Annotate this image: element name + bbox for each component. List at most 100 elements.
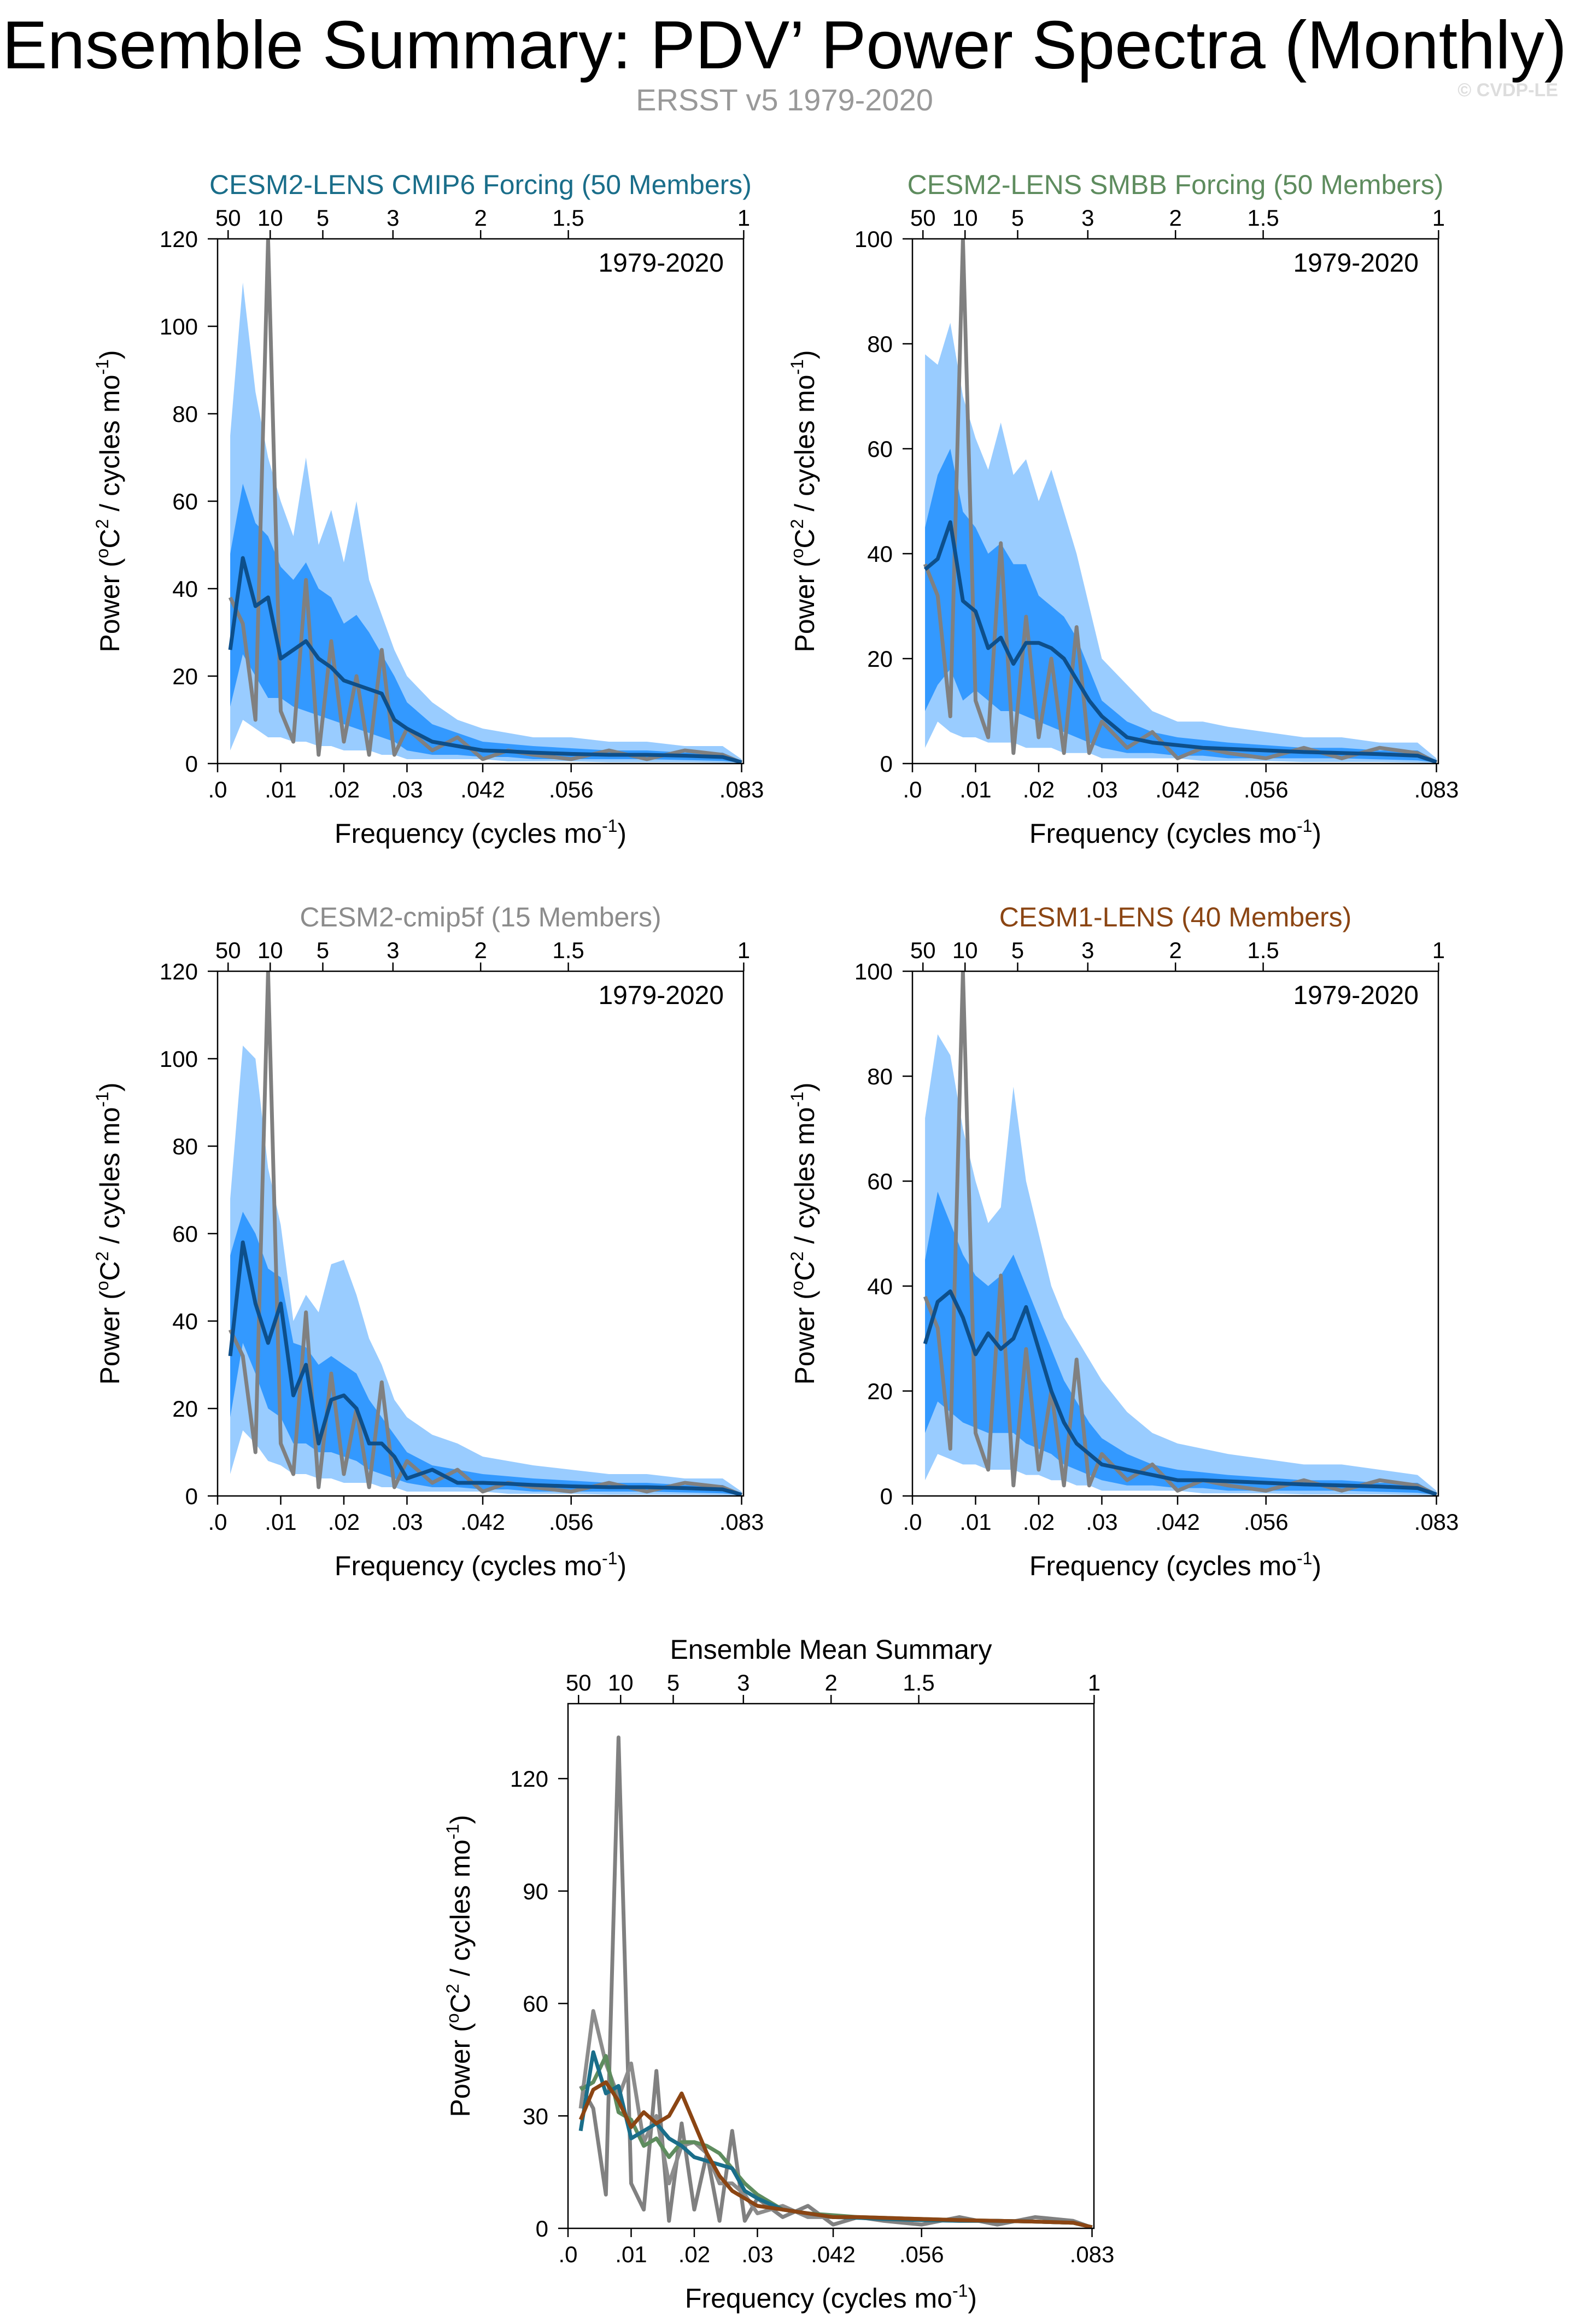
y-tick-label: 60 [867,1169,893,1194]
x-tick-label: .0 [208,1509,227,1535]
y-tick-label: 60 [172,1221,198,1247]
y-axis-label-part: o [443,2013,462,2023]
chart-title: CESM2-LENS SMBB Forcing (50 Members) [908,169,1444,200]
y-tick-label: 120 [510,1766,548,1792]
y-axis-label-part: ) [95,350,125,359]
y-tick-label: 0 [536,2216,548,2241]
x-tick-label: .01 [615,2241,647,2267]
x-tick-label: .02 [1023,1509,1055,1535]
y-tick-label: 100 [854,226,893,252]
y-tick-label: 40 [172,1308,198,1334]
x-axis-label: Frequency (cycles mo-1) [1029,1548,1321,1581]
x-tick-label: .0 [903,1509,922,1535]
top-period-label: 10 [608,1670,634,1695]
period-label: 1979-2020 [1293,249,1419,278]
y-axis-label-part: ) [95,1082,125,1091]
x-axis-label-end: ) [968,2283,977,2314]
y-tick-label: 60 [523,1991,548,2017]
chart-panel-3: 0 20 40 60 80 100 120 .0 .01 .02 .03 .042 .056 .083 50… [92,902,764,1581]
top-period-label: 10 [952,937,978,963]
x-tick-label: .083 [719,1509,764,1535]
top-period-label: 3 [1081,937,1094,963]
top-period-label: 10 [952,205,978,231]
x-tick-label: .083 [1070,2241,1115,2267]
y-tick-label: 0 [880,751,893,777]
plot-frame [567,1703,1095,2229]
top-period-label: 10 [257,205,283,231]
x-tick-label: .042 [460,777,505,802]
y-axis-label-part: o [787,1281,807,1290]
y-axis-label-part: Power ( [95,1290,125,1385]
x-tick-label: .042 [1155,1509,1200,1535]
top-period-label: 50 [910,937,936,963]
top-period-label: 1.5 [1247,205,1279,231]
y-axis-label: Power (oC2 / cycles mo-1) [92,350,125,652]
x-tick-label: .01 [959,777,991,802]
x-axis-label-end: ) [617,1551,627,1581]
y-tick-label: 40 [867,1273,893,1299]
y-axis-label-part: 2 [92,1252,112,1261]
top-period-label: 5 [1011,937,1024,963]
top-period-label: 5 [317,937,329,963]
x-tick-label: .056 [1244,777,1289,802]
top-period-label: 5 [1011,205,1024,231]
top-period-label: 2 [475,937,487,963]
x-axis-label-text: Frequency (cycles mo [685,2283,952,2314]
y-axis-label: Power (oC2 / cycles mo-1) [92,1082,125,1384]
top-period-label: 3 [737,1670,750,1695]
y-tick-label: 20 [172,664,198,689]
ensemble-mean-line [228,556,742,764]
top-period-label: 1.5 [1247,937,1279,963]
copyright-mark: © CVDP-LE [1457,80,1558,101]
top-period-label: 1 [1432,205,1445,231]
y-axis-label-part: C [95,1261,125,1281]
top-period-label: 1.5 [903,1670,934,1695]
x-axis-label: Frequency (cycles mo-1) [1029,816,1321,849]
y-tick-label: 60 [867,436,893,462]
top-period-label: 5 [667,1670,680,1695]
x-tick-label: .0 [903,777,922,802]
x-tick-label: .056 [1244,1509,1289,1535]
plot-area [228,239,742,764]
plot-area [228,971,742,1496]
y-axis-label-part: / cycles mo [445,1840,476,1984]
x-tick-label: .01 [265,777,296,802]
top-period-label: 1 [1432,937,1445,963]
x-tick-label: .03 [1086,777,1117,802]
top-period-label: 50 [215,937,241,963]
period-label: 1979-2020 [1293,981,1419,1010]
x-tick-label: .02 [328,777,360,802]
x-tick-label: .03 [1086,1509,1117,1535]
y-axis-label-part: -1 [92,1091,112,1107]
top-period-label: 3 [387,205,399,231]
x-axis-label-text: Frequency (cycles mo [1029,818,1297,849]
y-axis-label-part: Power ( [789,558,820,653]
x-tick-label: .02 [678,2241,710,2267]
top-period-label: 2 [475,205,487,231]
y-axis-label-part: -1 [92,359,112,374]
y-tick-label: 0 [185,751,198,777]
chart-title: CESM1-LENS (40 Members) [999,902,1352,932]
y-tick-label: 0 [880,1483,893,1509]
x-axis-label: Frequency (cycles mo-1) [685,2281,977,2314]
y-axis-label-part: / cycles mo [789,1107,820,1252]
y-axis-label-part: / cycles mo [789,375,820,519]
top-period-label: 3 [1081,205,1094,231]
x-axis-label-sup: -1 [1297,1548,1312,1568]
x-tick-label: .02 [1023,777,1055,802]
top-period-label: 1 [1088,1670,1100,1695]
y-tick-label: 20 [867,646,893,672]
x-axis-label: Frequency (cycles mo-1) [335,816,627,849]
x-tick-label: .042 [811,2241,856,2267]
y-axis-label-part: -1 [787,359,807,374]
top-period-label: 1 [737,937,750,963]
y-axis-label-part: o [92,1281,112,1290]
top-period-label: 2 [1169,205,1182,231]
chart-title: Ensemble Mean Summary [670,1634,992,1665]
y-axis-label-part: 2 [787,519,807,529]
y-tick-label: 100 [854,959,893,984]
x-tick-label: .0 [208,777,227,802]
summary-series-line-1 [579,1735,1093,2228]
y-axis-label-part: / cycles mo [95,375,125,519]
top-period-label: 1 [737,205,750,231]
